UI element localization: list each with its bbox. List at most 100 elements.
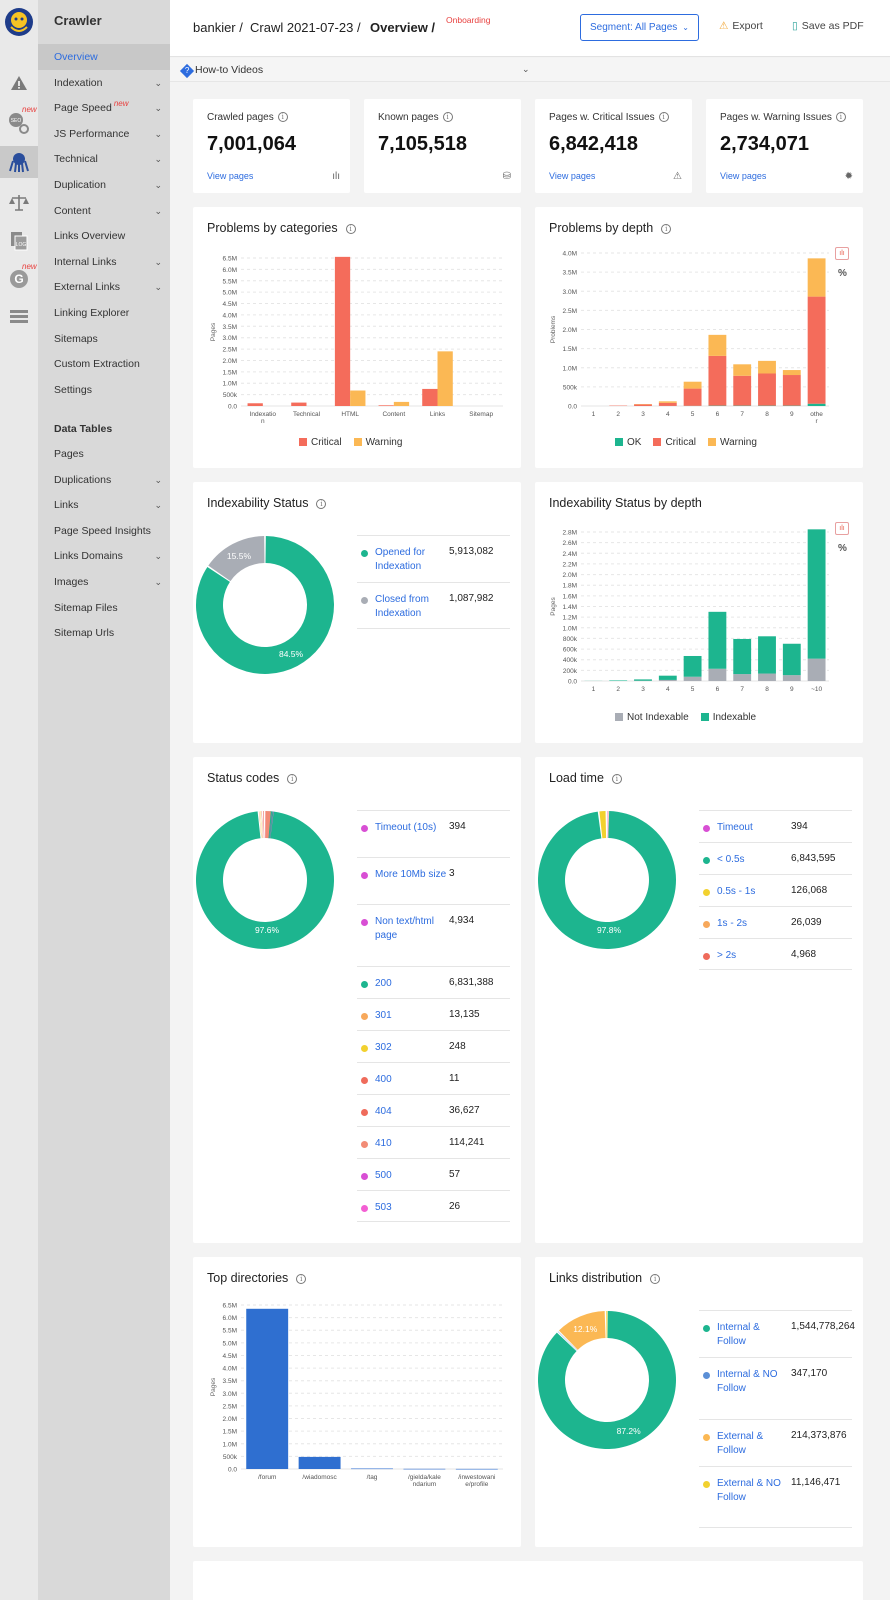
crawler-icon[interactable]	[0, 146, 38, 178]
row-label-link[interactable]: 200	[375, 978, 392, 989]
chevron-down-icon: ⌄	[154, 474, 162, 485]
donut-slice	[538, 811, 676, 949]
slice-pct-label: 15.5%	[227, 551, 252, 561]
info-icon[interactable]: i	[658, 112, 669, 122]
save-pdf-button[interactable]: ▯ Save as PDF	[792, 20, 864, 32]
sidebar: Crawler Overview Indexation ⌄ Page Speed new…	[38, 0, 170, 1600]
google-icon[interactable]: G	[0, 264, 38, 294]
sidebar-item-pages[interactable]: Pages	[38, 441, 170, 467]
info-icon[interactable]: i	[650, 1274, 661, 1284]
log-icon[interactable]: LOG	[0, 226, 38, 256]
row-label-link[interactable]: 500	[375, 1170, 392, 1181]
row-label-link[interactable]: 301	[375, 1010, 392, 1021]
sidebar-item-external-links[interactable]: External Links ⌄	[38, 274, 170, 300]
legend-item[interactable]: Not Indexable	[615, 712, 689, 723]
scales-icon[interactable]	[0, 188, 38, 218]
sidebar-item-custom-extraction[interactable]: Custom Extraction	[38, 351, 170, 377]
info-icon[interactable]: i	[277, 112, 288, 122]
legend-item[interactable]: Critical	[653, 437, 696, 448]
sidebar-item-links-overview[interactable]: Links Overview	[38, 223, 170, 249]
row-label-link[interactable]: 0.5s - 1s	[717, 886, 756, 897]
percent-toggle-icon[interactable]: %	[838, 268, 847, 279]
sidebar-item-page-speed[interactable]: Page Speed new ⌄	[38, 95, 170, 121]
info-icon[interactable]: i	[442, 112, 453, 122]
y-tick-label: 1.6M	[563, 593, 577, 600]
view-pages-link[interactable]: View pages	[720, 171, 767, 181]
sidebar-item-duplications[interactable]: Duplications ⌄	[38, 467, 170, 493]
legend-item[interactable]: Indexable	[700, 712, 756, 723]
row-label-link[interactable]: Timeout	[717, 822, 753, 833]
sidebar-item-page-speed-insights[interactable]: Page Speed Insights	[38, 518, 170, 544]
percent-toggle-icon[interactable]: %	[838, 543, 847, 554]
donut-slice	[265, 811, 271, 839]
view-pages-link[interactable]: View pages	[549, 171, 596, 181]
export-button[interactable]: ⚠ Export	[719, 20, 763, 32]
row-label-link[interactable]: < 0.5s	[717, 854, 745, 865]
sidebar-item-indexation[interactable]: Indexation ⌄	[38, 70, 170, 96]
bar-segment	[609, 680, 628, 681]
onboarding-link[interactable]: Onboarding	[446, 15, 491, 25]
sidebar-item-images[interactable]: Images ⌄	[38, 569, 170, 595]
row-label-link[interactable]: 410	[375, 1138, 392, 1149]
sidebar-item-sitemap-files[interactable]: Sitemap Files	[38, 595, 170, 621]
sidebar-item-internal-links[interactable]: Internal Links ⌄	[38, 249, 170, 275]
sidebar-item-linking-explorer[interactable]: Linking Explorer	[38, 300, 170, 326]
sidebar-item-settings[interactable]: Settings	[38, 377, 170, 403]
row-label-link[interactable]: 400	[375, 1074, 392, 1085]
row-label-link[interactable]: External & NO Follow	[717, 1478, 781, 1503]
info-icon[interactable]: i	[316, 499, 327, 509]
row-label-link[interactable]: Opened for Indexation	[375, 547, 426, 572]
legend-swatch	[615, 713, 623, 721]
howto-videos-bar[interactable]: ? How-to Videos ⌄	[170, 58, 890, 82]
legend-item[interactable]: OK	[615, 437, 641, 448]
row-label-link[interactable]: Internal & Follow	[717, 1322, 760, 1347]
sidebar-item-links-domains[interactable]: Links Domains ⌄	[38, 543, 170, 569]
row-label-link[interactable]: Closed from Indexation	[375, 594, 429, 619]
row-value: 214,373,876	[791, 1430, 847, 1441]
info-icon[interactable]: i	[835, 112, 846, 122]
sidebar-item-sitemaps[interactable]: Sitemaps	[38, 326, 170, 352]
info-icon[interactable]: i	[661, 224, 672, 234]
row-label-link[interactable]: 404	[375, 1106, 392, 1117]
row-label-link[interactable]: Non text/html page	[375, 916, 434, 941]
info-icon[interactable]: i	[296, 1274, 307, 1284]
row-label-link[interactable]: External & Follow	[717, 1431, 764, 1456]
breadcrumb-project[interactable]: bankier /	[193, 20, 243, 35]
info-icon[interactable]: i	[345, 224, 356, 234]
row-label-link[interactable]: Timeout (10s)	[375, 822, 437, 833]
sidebar-item-content[interactable]: Content ⌄	[38, 198, 170, 224]
breadcrumb-crawl[interactable]: Crawl 2021-07-23 /	[250, 20, 361, 35]
legend-dot	[361, 550, 368, 557]
bar-chart-toggle-icon[interactable]: ılı	[835, 522, 849, 535]
sidebar-item-links[interactable]: Links ⌄	[38, 492, 170, 518]
sidebar-item-overview[interactable]: Overview	[38, 44, 170, 70]
legend-item[interactable]: Warning	[353, 437, 402, 448]
info-icon[interactable]: i	[611, 774, 622, 784]
row-label-link[interactable]: > 2s	[717, 950, 737, 961]
warning-icon[interactable]	[0, 68, 38, 98]
sidebar-item-js-performance[interactable]: JS Performance ⌄	[38, 121, 170, 147]
row-label-link[interactable]: 503	[375, 1202, 392, 1213]
seo-icon[interactable]: SEO	[0, 108, 38, 138]
info-icon[interactable]: i	[287, 774, 298, 784]
view-pages-link[interactable]: View pages	[207, 171, 254, 181]
row-label-link[interactable]: 302	[375, 1042, 392, 1053]
row-label-link[interactable]: 1s - 2s	[717, 918, 748, 929]
stat-card-crawled-pages: Crawled pages i 7,001,064 View pages ılı	[193, 99, 350, 193]
expand-icon[interactable]: ⌄	[522, 64, 530, 74]
row-label-link[interactable]: Internal & NO Follow	[717, 1369, 778, 1394]
data-tables-icon[interactable]	[0, 302, 38, 332]
sidebar-item-duplication[interactable]: Duplication ⌄	[38, 172, 170, 198]
row-label-link[interactable]: More 10Mb size	[375, 869, 447, 880]
sidebar-item-technical[interactable]: Technical ⌄	[38, 146, 170, 172]
bar-chart-toggle-icon[interactable]: ılı	[835, 247, 849, 260]
segment-dropdown[interactable]: Segment: All Pages ⌄	[580, 14, 699, 41]
y-tick-label: 1.0M	[223, 381, 237, 388]
chevron-down-icon: ⌄	[154, 282, 162, 293]
sidebar-item-sitemap-urls[interactable]: Sitemap Urls	[38, 620, 170, 646]
sitebulb-logo-icon[interactable]	[0, 4, 38, 40]
y-tick-label: 2.0M	[563, 327, 577, 334]
bar-segment	[807, 529, 826, 659]
legend-item[interactable]: Warning	[708, 437, 757, 448]
legend-item[interactable]: Critical	[299, 437, 342, 448]
